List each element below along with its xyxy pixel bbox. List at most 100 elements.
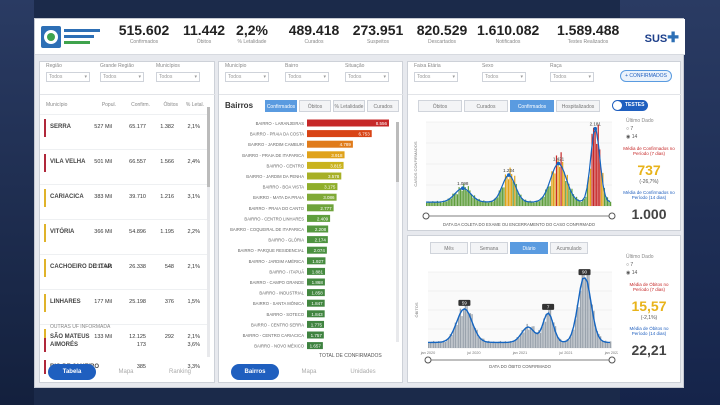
bar[interactable] [307, 342, 323, 350]
bar-label: BAIRRO - PARQUE RESIDENCIAL [238, 248, 305, 253]
daily-bar [509, 167, 511, 206]
legend-radio[interactable]: ◉ 14 [626, 134, 637, 140]
daily-bar [504, 341, 507, 348]
filter-dropdown[interactable]: Todos ▾ [156, 72, 200, 82]
bar[interactable] [307, 214, 331, 222]
metric-pill[interactable]: Curados [367, 100, 399, 112]
daily-bar [469, 190, 471, 206]
daily-bar [566, 339, 568, 348]
metric-pill[interactable]: % Letalidade [333, 100, 365, 112]
bar[interactable] [307, 320, 325, 328]
cases-line-chart: 1.098 1.234 1.421 2.181 CASOS CONFIRMADOS DAT… [413, 122, 616, 227]
bar[interactable] [307, 278, 325, 286]
daily-bar [518, 338, 520, 348]
cell-letal: 3,6% [187, 342, 200, 348]
metric-pill[interactable]: Confirmados [265, 100, 297, 112]
view-tab[interactable]: Ranking [168, 369, 191, 375]
column-header[interactable]: Município [46, 102, 68, 108]
daily-bar [569, 190, 571, 206]
table-row[interactable]: LINHARES 177 Mil 25.198 376 1,5% [40, 289, 210, 315]
peak-marker[interactable] [507, 173, 511, 177]
filter-dropdown[interactable]: Todos ▾ [482, 72, 526, 82]
filter-dropdown[interactable]: Todos ▾ [550, 72, 594, 82]
bar[interactable] [307, 119, 389, 127]
column-header[interactable]: % Letal. [185, 102, 204, 108]
bar[interactable] [307, 331, 324, 339]
bar[interactable] [307, 289, 325, 297]
view-tab[interactable]: Mapa [118, 369, 134, 375]
kpi2-value: 1.000 [631, 206, 667, 222]
kpi-label: Curados [304, 39, 324, 45]
filter-dropdown[interactable]: Todos ▾ [414, 72, 458, 82]
view-tab[interactable]: Bairros [231, 364, 279, 380]
bar[interactable] [307, 193, 337, 201]
bar[interactable] [307, 299, 325, 307]
tests-toggle[interactable]: TESTES [612, 100, 648, 111]
bar-label: BAIRRO - MATA DA PRAIA [253, 195, 304, 200]
legend-radio[interactable]: ◉ 14 [626, 270, 637, 276]
bar-scrollbar[interactable] [396, 122, 399, 342]
daily-bar [455, 193, 457, 206]
view-tab[interactable]: Tabela [48, 364, 96, 380]
cell-pop: 527 Mil [94, 124, 112, 130]
bar[interactable] [307, 204, 334, 212]
filter-dropdown[interactable]: Todos ▾ [100, 72, 144, 82]
bar[interactable] [307, 130, 372, 138]
cell-letal: 2,1% [187, 264, 200, 270]
legend-radio[interactable]: ○ 7 [626, 262, 633, 268]
table-row[interactable]: VITÓRIA 366 Mil 54.896 1.195 2,2% [40, 219, 210, 245]
metric-pill[interactable]: Semana [470, 242, 508, 254]
column-header[interactable]: Popul. [101, 102, 116, 108]
metric-pill[interactable]: Hospitalizados [556, 100, 600, 112]
bar[interactable] [307, 172, 342, 180]
bar[interactable] [307, 183, 338, 191]
bar[interactable] [307, 310, 325, 318]
table-scrollbar[interactable] [207, 107, 210, 357]
bar-label: BAIRRO - LARANJEIRAS [256, 121, 305, 126]
bar[interactable] [307, 161, 344, 169]
bar-value: 2.074 [314, 248, 326, 253]
metric-pill[interactable]: Diário [510, 242, 548, 254]
metric-pill[interactable]: Acumulado [550, 242, 588, 254]
filter-dropdown[interactable]: Todos ▾ [345, 72, 389, 82]
table-row[interactable]: CACHOEIRO DE ITAP. 211 Mil 26.338 548 2,1% [40, 254, 210, 280]
peak-marker[interactable] [461, 186, 465, 191]
legend-radio[interactable]: ○ 7 [626, 126, 633, 132]
row-accent [44, 294, 46, 312]
filter-dropdown[interactable]: Todos ▾ [225, 72, 269, 82]
daily-bar [436, 341, 438, 348]
bar[interactable] [307, 257, 326, 265]
slider-handle-left[interactable] [422, 212, 430, 220]
filter-dropdown[interactable]: Todos ▾ [285, 72, 329, 82]
metric-pill[interactable]: Óbitos [418, 100, 462, 112]
bar[interactable] [307, 140, 353, 148]
slider-handle-right[interactable] [608, 356, 616, 364]
confirmed-filter-button[interactable]: + CONFIRMADOS [620, 70, 672, 82]
slider-handle-right[interactable] [608, 212, 616, 220]
table-row[interactable]: VILA VELHA 501 Mil 66.557 1.566 2,4% [40, 149, 210, 175]
metric-pill[interactable]: Confirmados [510, 100, 554, 112]
daily-bar [428, 343, 430, 348]
slider-handle-left[interactable] [424, 356, 432, 364]
daily-bar [427, 201, 429, 206]
row-accent [44, 154, 46, 172]
metric-pill[interactable]: Curados [464, 100, 508, 112]
bar[interactable] [307, 236, 328, 244]
table-row[interactable]: CARIACICA 383 Mil 39.710 1.216 3,1% [40, 184, 210, 210]
peak-marker[interactable] [556, 161, 561, 166]
bar[interactable] [307, 151, 345, 159]
daily-bar [511, 342, 513, 348]
view-tab[interactable]: Mapa [301, 369, 317, 375]
metric-pill[interactable]: Mês [430, 242, 468, 254]
peak-marker[interactable] [593, 126, 598, 131]
filter-dropdown[interactable]: Todos ▾ [46, 72, 90, 82]
column-header[interactable]: Óbitos [163, 102, 178, 108]
column-header[interactable]: Confirm. [131, 102, 150, 108]
view-tab[interactable]: Unidades [350, 369, 376, 375]
bar[interactable] [307, 246, 327, 254]
bar[interactable] [307, 267, 326, 275]
table-row[interactable]: AIMORÉS 173 3,6% [40, 336, 210, 354]
metric-pill[interactable]: Óbitos [299, 100, 331, 112]
bar[interactable] [307, 225, 329, 233]
table-row[interactable]: SERRA 527 Mil 65.177 1.382 2,1% [40, 114, 210, 140]
